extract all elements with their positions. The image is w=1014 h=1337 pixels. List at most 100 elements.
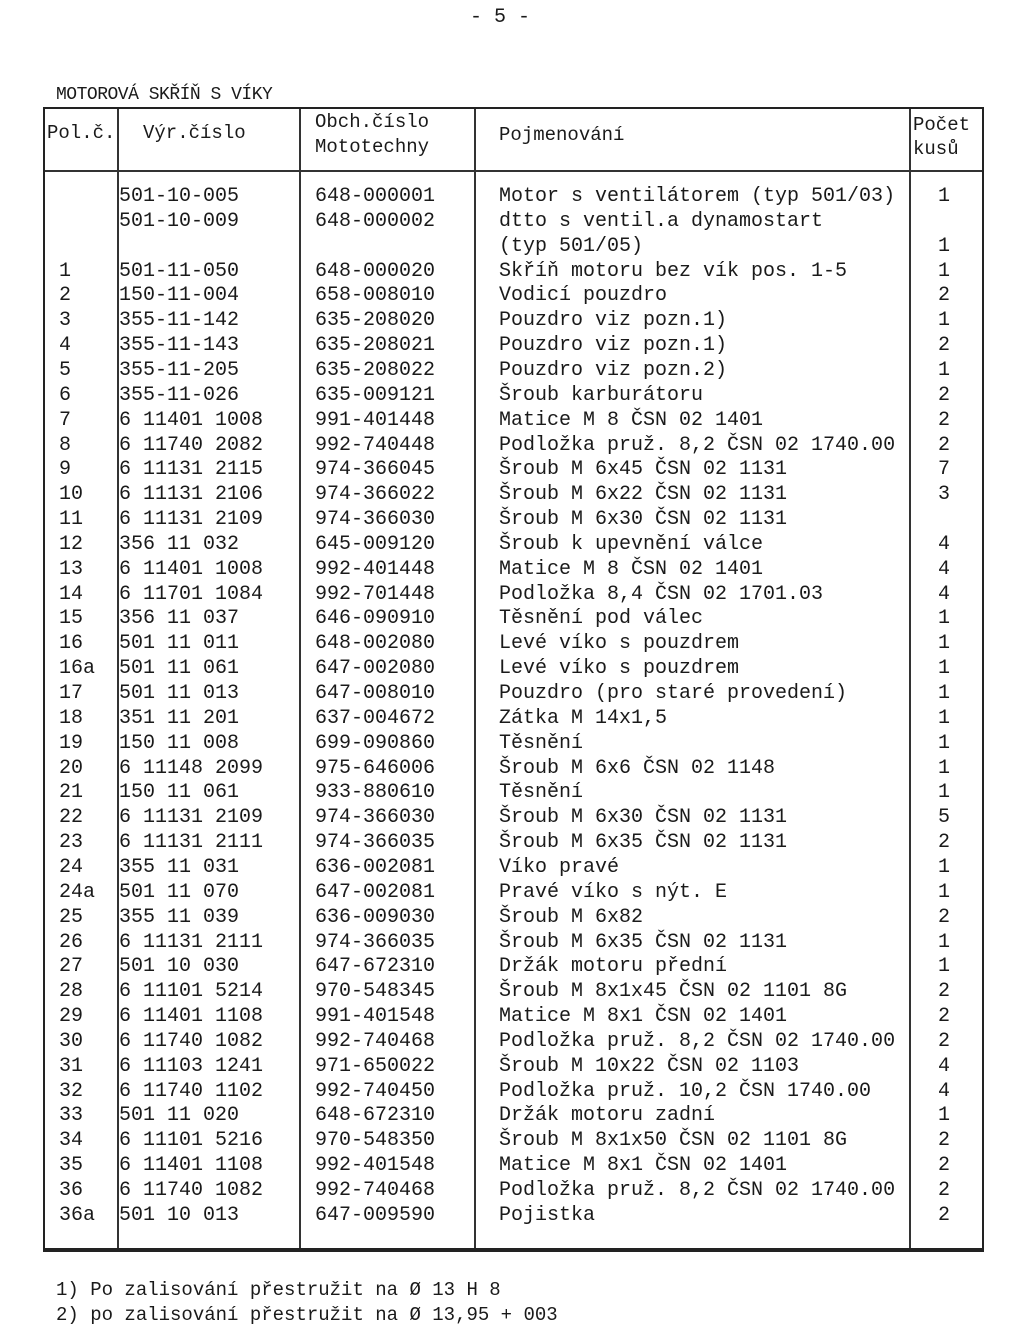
cell-qty: 1 [938,682,951,705]
header-obch-line1: Obch.číslo [315,111,430,133]
page-number: - 5 - [470,6,531,29]
cell-vyr: 351 11 201 [119,706,240,730]
cell-vyr: 6 11101 5214 [119,980,264,1004]
cell-vyr: 501-10-005 [119,185,240,208]
cell-qty: 3 [938,483,951,507]
cell-obch: 636-002081 [315,855,436,879]
cell-obch: 992-740450 [315,1079,436,1103]
cell-obch: 648-002080 [315,632,436,656]
cell-qty: 2 [938,905,951,929]
cell-vyr: 356 11 037 [119,607,240,631]
header-qty-line2: kusů [913,138,959,160]
cell-qty: 1 [938,309,951,333]
cell-obch: 658-008010 [315,284,436,308]
footnote-1: 1) Po zalisování přestružit na Ø 13 H 8 [56,1279,501,1301]
table-row: 25 355 11 039 636-009030 Šroub M 6x82 2 [45,906,986,931]
cell-qty: 2 [938,980,951,1004]
cell-pos: 2 [59,284,72,308]
cell-name: Podložka pruž. 10,2 ČSN 1740.00 [499,1079,872,1103]
cell-obch: 992-401448 [315,557,436,581]
cell-name: Pouzdro viz pozn.1) [499,334,728,358]
cell-qty: 5 [938,806,951,830]
cell-name: Pouzdro viz pozn.2) [499,358,728,382]
cell-name: Šroub karburátoru [499,383,704,407]
cell-vyr: 6 11740 2082 [119,433,264,457]
cell-name: Motor s ventilátorem (typ 501/03) [499,185,896,208]
cell-vyr: 501 11 011 [119,632,240,656]
table-row: 16 501 11 011 648-002080 Levé víko s pouzdr… [45,632,986,657]
cell-pos: 33 [59,1104,84,1128]
cell-name: Podložka pruž. 8,2 ČSN 02 1740.00 [499,1179,896,1202]
cell-qty: 2 [938,408,951,432]
cell-obch: 974-366045 [315,458,436,482]
cell-qty: 2 [938,284,951,308]
cell-obch: 974-366022 [315,483,436,507]
header-vyr: Výr.číslo [143,122,246,144]
cell-pos: 28 [59,980,84,1004]
cell-vyr: 355-11-205 [119,358,240,382]
cell-qty: 1 [938,955,951,979]
cell-pos: 19 [59,731,84,755]
cell-vyr: 6 11401 1008 [119,557,264,581]
cell-obch: 992-740448 [315,433,436,457]
table-row: 10 6 11131 2106 974-366022 Šroub M 6x22 ČSN… [45,483,986,508]
cell-pos: 18 [59,706,84,730]
cell-obch: 992-740468 [315,1179,436,1202]
cell-pos: 24 [59,855,84,879]
cell-qty: 1 [938,756,951,780]
cell-obch: 647-002081 [315,880,436,904]
cell-qty: 1 [938,930,951,954]
cell-name: Skříň motoru bez vík pos. 1-5 [499,259,848,283]
cell-obch: 645-009120 [315,532,436,556]
table-row: 5 355-11-205 635-208022 Pouzdro viz pozn.2)… [45,359,986,384]
cell-name: Víko pravé [499,855,620,879]
cell-name: Levé víko s pouzdrem [499,632,740,656]
cell-name: Šroub M 6x35 ČSN 02 1131 [499,930,788,954]
cell-obch: 975-646006 [315,756,436,780]
cell-qty: 1 [938,731,951,755]
cell-obch: 933-880610 [315,781,436,805]
cell-obch: 699-090860 [315,731,436,755]
table-row: 14 6 11701 1084 992-701448 Podložka 8,4 ČSN… [45,583,986,608]
cell-vyr: 355 11 039 [119,905,240,929]
cell-vyr: 150 11 008 [119,731,240,755]
column-divider [299,109,301,1248]
cell-name: Matice M 8x1 ČSN 02 1401 [499,1154,788,1178]
cell-name: Držák motoru zadní [499,1104,716,1128]
cell-qty: 4 [938,532,951,556]
cell-qty: 1 [938,607,951,631]
cell-vyr: 355-11-026 [119,383,240,407]
cell-obch: 992-740468 [315,1029,436,1053]
cell-qty: 2 [938,831,951,855]
cell-name: Šroub M 6x6 ČSN 02 1148 [499,756,776,780]
cell-name-continued: (typ 501/05) [499,234,644,258]
cell-pos: 4 [59,334,72,358]
cell-pos: 6 [59,383,72,407]
cell-name: Šroub M 6x45 ČSN 02 1131 [499,458,788,482]
cell-qty: 1 [938,632,951,656]
cell-qty: 4 [938,582,951,606]
cell-qty: 1 [938,657,951,681]
cell-pos: 9 [59,458,72,482]
cell-vyr: 6 11740 1082 [119,1029,264,1053]
table-row: 6 355-11-026 635-009121 Šroub karburátoru 2 [45,384,986,409]
cell-vyr: 501 11 013 [119,682,240,705]
cell-pos: 22 [59,806,84,830]
cell-name: Šroub k upevnění válce [499,532,764,556]
cell-qty: 1 [938,259,951,283]
cell-obch: 647-008010 [315,682,436,705]
cell-name: Podložka pruž. 8,2 ČSN 02 1740.00 [499,1029,896,1053]
table-row: 18 351 11 201 637-004672 Zátka M 14x1,5 1 [45,707,986,732]
cell-pos: 10 [59,483,84,507]
table-row: 30 6 11740 1082 992-740468 Podložka pruž. 8… [45,1030,986,1055]
cell-pos: 35 [59,1154,84,1178]
cell-obch: 974-366030 [315,508,436,532]
cell-qty: 4 [938,1054,951,1078]
cell-vyr: 6 11740 1082 [119,1179,264,1202]
cell-vyr: 6 11131 2111 [119,831,264,855]
column-divider [474,109,476,1248]
cell-name: Pravé víko s nýt. E [499,880,728,904]
cell-qty: 2 [938,1179,951,1202]
table-row: 1 501-11-050 648-000020 Skříň motoru bez ví… [45,260,986,285]
cell-name: Šroub M 6x35 ČSN 02 1131 [499,831,788,855]
